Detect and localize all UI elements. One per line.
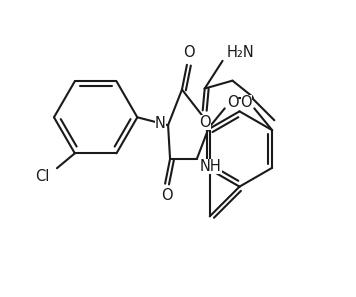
Text: O: O [241,95,252,110]
Text: O: O [161,188,173,203]
Text: O: O [199,115,210,130]
Text: NH: NH [200,159,222,174]
Text: H₂N: H₂N [226,45,254,60]
Text: O: O [183,45,195,60]
Text: Cl: Cl [35,169,49,184]
Text: O: O [227,95,239,110]
Text: N: N [155,116,166,131]
